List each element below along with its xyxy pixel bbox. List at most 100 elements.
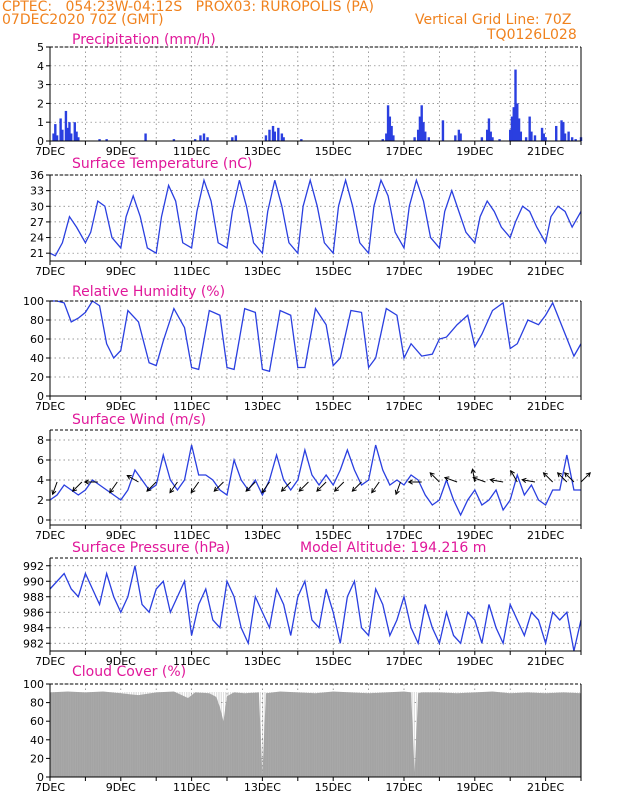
pressure-title: Surface Pressure (hPa) (72, 540, 230, 556)
humidity-panel: Relative Humidity (%) 0 20 40 60 80 100 7DEC 9D… (23, 284, 582, 413)
precip-bar (533, 135, 537, 141)
wind-arrow-shaft (334, 481, 345, 492)
wind-arrow-head (542, 472, 548, 478)
temp-xtick-label: 11DEC (173, 265, 210, 278)
temp-ytick-label: 24 (30, 232, 44, 245)
wind-ytick-label: 2 (37, 494, 44, 507)
rh-xtick-label: 7DEC (35, 400, 65, 413)
precip-bar (567, 131, 570, 141)
precip-bar (381, 139, 384, 141)
wind-arrow-shaft (395, 481, 401, 495)
humidity-title: Relative Humidity (%) (72, 284, 225, 300)
precip-bar (66, 127, 69, 141)
rh-series-line (50, 300, 582, 373)
precip-bar (271, 125, 275, 141)
precip-ytick-label: 4 (37, 60, 44, 73)
wind-ytick-label: 4 (37, 474, 44, 487)
precip-bar (424, 131, 427, 141)
temp-ytick-label: 27 (30, 216, 44, 229)
temp-xtick-label: 13DEC (244, 265, 281, 278)
cloud-cover-title: Cloud Cover (%) (72, 664, 186, 680)
precip-ytick-label: 5 (37, 41, 44, 54)
precip-bar (413, 137, 416, 141)
rh-xtick-label: 15DEC (315, 400, 352, 413)
rh-ytick-label: 80 (30, 314, 44, 327)
wind-arrow-shaft (169, 481, 178, 493)
precip-bar (268, 129, 271, 141)
precip-bar (68, 122, 71, 141)
wind-arrow-head (261, 488, 267, 494)
precip-bar (562, 122, 565, 141)
wind-arrow-shaft (557, 472, 568, 483)
precip-bar (282, 137, 285, 141)
precip-bar (454, 135, 457, 141)
pres-xtick-label: 19DEC (456, 655, 493, 668)
precip-bar (555, 125, 558, 141)
temp-ytick-label: 30 (30, 200, 44, 213)
precip-bar (509, 129, 512, 141)
pres-series-line (49, 565, 582, 652)
wind-arrow-head (333, 486, 340, 492)
wind-arrow-shaft (281, 481, 292, 492)
wind-arrow-head (51, 489, 57, 496)
precip-bar (234, 135, 238, 141)
cloud-xtick-label: 17DEC (385, 781, 422, 794)
precip-bar (418, 116, 422, 141)
precip-bar (386, 105, 390, 141)
pres-xtick-label: 21DEC (527, 655, 564, 668)
wind-arrow-shaft (543, 472, 554, 483)
precipitation-panel: Precipitation (mm/h) 0 1 2 3 4 5 7DEC 9DEC 11DEC… (35, 32, 583, 158)
wind-arrow-head (83, 479, 89, 485)
precip-bar (52, 133, 55, 141)
wind-arrow-head (109, 488, 115, 494)
precip-bar (512, 107, 515, 141)
precip-bar (530, 131, 533, 141)
wind-arrow-head (280, 486, 286, 492)
wind-arrow-head (351, 486, 357, 492)
precip-bar (105, 139, 108, 141)
pres-ytick-label: 988 (23, 591, 44, 604)
wind-title: Surface Wind (m/s) (72, 412, 206, 428)
wind-xtick-label: 7DEC (35, 529, 65, 542)
wind-xtick-label: 21DEC (527, 529, 564, 542)
temp-xtick-label: 9DEC (106, 265, 136, 278)
pres-xtick-label: 11DEC (173, 655, 210, 668)
wind-arrow-head (316, 486, 322, 492)
wind-arrow-shaft (580, 472, 591, 483)
wind-arrow-head (213, 486, 219, 492)
precip-bar (427, 137, 430, 141)
wind-arrow-shaft (146, 481, 157, 492)
wind-xtick-label: 19DEC (456, 529, 493, 542)
wind-arrow-head (585, 472, 591, 478)
precip-bar (64, 110, 68, 141)
precip-bar (193, 139, 197, 141)
wind-arrow-shaft (316, 481, 327, 492)
rh-ytick-label: 100 (23, 295, 44, 308)
precip-bar (480, 137, 484, 141)
precip-bar (528, 116, 531, 141)
precip-xtick-label: 19DEC (456, 145, 493, 158)
temperature-panel: Surface Temperature (nC) 21 24 27 30 33 36 7DE… (30, 156, 582, 278)
cloud-ytick-label: 20 (30, 752, 44, 765)
wind-arrow-head (563, 472, 570, 478)
pres-ytick-label: 982 (23, 637, 44, 650)
precip-bar (264, 135, 268, 141)
wind-panel: Surface Wind (m/s) 0 2 4 6 8 7DEC 9DEC 11DEC 13D… (35, 412, 591, 542)
precip-bar (514, 69, 517, 141)
wind-arrow-shaft (564, 472, 575, 483)
temp-xtick-label: 21DEC (527, 265, 564, 278)
rh-xtick-label: 13DEC (244, 400, 281, 413)
cloud-cover-panel: Cloud Cover (%) 0 20 40 60 80 100 7DEC 9DEC 11DE… (23, 664, 582, 794)
precip-bar (300, 139, 303, 141)
wind-arrow-head (190, 488, 196, 494)
rh-xtick-label: 19DEC (456, 400, 493, 413)
precip-bar (70, 133, 73, 141)
cloud-ytick-label: 80 (30, 697, 44, 710)
precip-bar (542, 133, 546, 141)
cloud-xtick-label: 13DEC (244, 781, 281, 794)
precip-bar (388, 116, 392, 141)
wind-arrow-shaft (351, 481, 362, 492)
precip-bar (273, 131, 276, 141)
temp-ytick-label: 36 (30, 169, 44, 182)
